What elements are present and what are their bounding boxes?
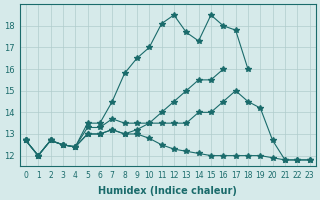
X-axis label: Humidex (Indice chaleur): Humidex (Indice chaleur) xyxy=(98,186,237,196)
